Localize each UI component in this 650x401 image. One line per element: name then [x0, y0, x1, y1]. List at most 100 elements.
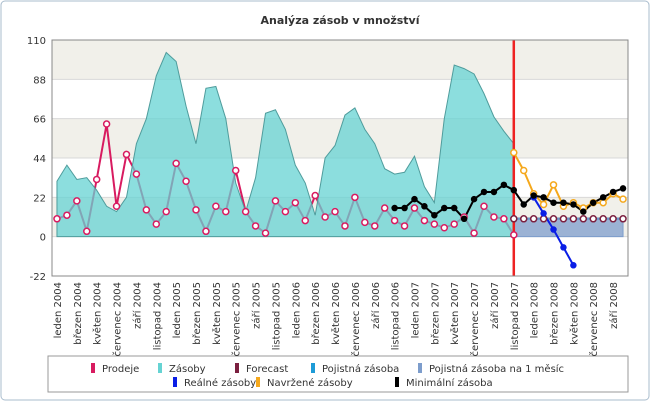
plot-band — [52, 40, 628, 80]
marker — [510, 215, 518, 223]
marker — [480, 188, 488, 196]
marker — [271, 197, 280, 205]
plot-band — [52, 236, 628, 276]
marker — [539, 200, 548, 209]
y-tick-label: -22 — [30, 272, 46, 283]
marker — [550, 226, 557, 233]
marker — [400, 222, 409, 230]
x-tick-label: březen 2005 — [191, 282, 203, 345]
x-tick-label: listopad 2006 — [391, 282, 402, 350]
x-tick-label: červenec 2005 — [231, 282, 243, 356]
marker — [619, 215, 627, 223]
x-tick-label: červenec 2006 — [350, 282, 362, 356]
marker — [560, 199, 567, 206]
marker — [480, 202, 488, 211]
marker — [391, 204, 398, 212]
x-tick-label: září 2006 — [370, 282, 382, 329]
marker — [410, 204, 419, 212]
marker — [251, 222, 260, 230]
x-tick-label: leden 2007 — [410, 282, 421, 338]
marker — [520, 201, 527, 208]
x-tick-label: březen 2008 — [549, 282, 561, 345]
marker — [241, 207, 250, 216]
marker — [102, 120, 111, 128]
marker — [599, 198, 607, 207]
x-tick-label: květen 2004 — [92, 282, 104, 345]
x-tick-label: květen 2008 — [568, 282, 580, 345]
x-tick-label: listopad 2005 — [271, 282, 282, 350]
marker — [291, 198, 300, 207]
chart-title: Analýza zásob v množství — [261, 14, 421, 27]
marker — [540, 194, 547, 201]
marker — [529, 215, 538, 223]
marker — [619, 195, 627, 203]
marker — [570, 201, 577, 208]
x-tick-label: září 2008 — [608, 282, 620, 329]
marker — [390, 216, 399, 225]
y-tick-label: 66 — [33, 115, 46, 126]
marker — [549, 215, 558, 223]
marker — [421, 203, 428, 210]
legend-label: Reálné zásoby — [184, 377, 256, 389]
marker — [430, 220, 439, 228]
y-tick-label: 110 — [27, 36, 46, 47]
marker — [599, 194, 607, 201]
marker — [440, 223, 449, 232]
marker — [569, 215, 578, 223]
marker — [570, 262, 577, 269]
marker — [589, 215, 597, 223]
marker — [361, 218, 369, 227]
marker — [112, 202, 121, 211]
marker — [182, 177, 190, 185]
x-tick-label: září 2004 — [131, 282, 143, 329]
marker — [321, 213, 329, 221]
x-tick-label: listopad 2004 — [152, 282, 163, 350]
marker — [619, 185, 627, 192]
marker — [460, 215, 468, 223]
marker — [559, 215, 568, 223]
marker — [172, 159, 180, 168]
marker — [371, 222, 379, 230]
marker — [540, 210, 547, 217]
marker — [580, 208, 587, 215]
marker — [420, 216, 429, 225]
marker — [510, 186, 518, 194]
marker — [490, 213, 498, 221]
marker — [401, 204, 408, 212]
marker — [470, 195, 478, 203]
marker — [470, 229, 478, 237]
marker — [450, 204, 458, 212]
marker — [500, 215, 508, 223]
marker — [202, 227, 210, 236]
marker — [122, 150, 131, 159]
marker — [231, 166, 240, 175]
legend-label: Pojistná zásoba na 1 měsíc — [429, 363, 564, 375]
x-tick-label: červenec 2008 — [588, 282, 600, 356]
x-tick-label: leden 2004 — [53, 282, 64, 338]
marker — [539, 215, 548, 223]
marker — [441, 204, 448, 212]
marker — [411, 195, 418, 203]
marker — [73, 197, 81, 205]
marker — [281, 207, 290, 216]
marker — [63, 211, 71, 219]
y-tick-label: 88 — [33, 75, 46, 86]
marker — [192, 206, 200, 214]
marker — [341, 222, 349, 230]
x-tick-label: březen 2007 — [429, 282, 441, 345]
y-tick-label: 0 — [40, 233, 46, 244]
legend-box — [47, 355, 629, 393]
marker — [162, 207, 170, 216]
marker — [132, 170, 141, 178]
legend-label: Zásoby — [169, 363, 206, 375]
marker — [490, 188, 498, 196]
marker — [83, 227, 91, 236]
x-tick-label: září 2007 — [489, 282, 501, 329]
area — [56, 51, 515, 238]
x-tick-label: září 2005 — [251, 282, 263, 329]
marker — [222, 207, 230, 216]
marker — [589, 199, 597, 206]
legend-label: Prodeje — [102, 364, 139, 375]
legend-label: Pojistná zásoba — [322, 363, 399, 375]
